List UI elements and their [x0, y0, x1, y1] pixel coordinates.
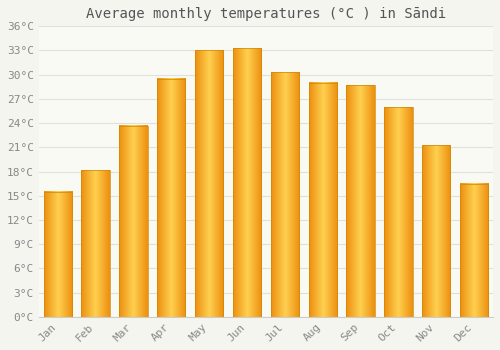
- Bar: [270, 72, 299, 317]
- Bar: [157, 79, 186, 317]
- Bar: [422, 145, 450, 317]
- Title: Average monthly temperatures (°C ) in Sāndi: Average monthly temperatures (°C ) in Sā…: [86, 7, 446, 21]
- Bar: [82, 170, 110, 317]
- Bar: [195, 50, 224, 317]
- Bar: [460, 184, 488, 317]
- Bar: [233, 48, 261, 317]
- Bar: [44, 192, 72, 317]
- Bar: [346, 85, 375, 317]
- Bar: [119, 126, 148, 317]
- Bar: [308, 83, 337, 317]
- Bar: [384, 107, 412, 317]
